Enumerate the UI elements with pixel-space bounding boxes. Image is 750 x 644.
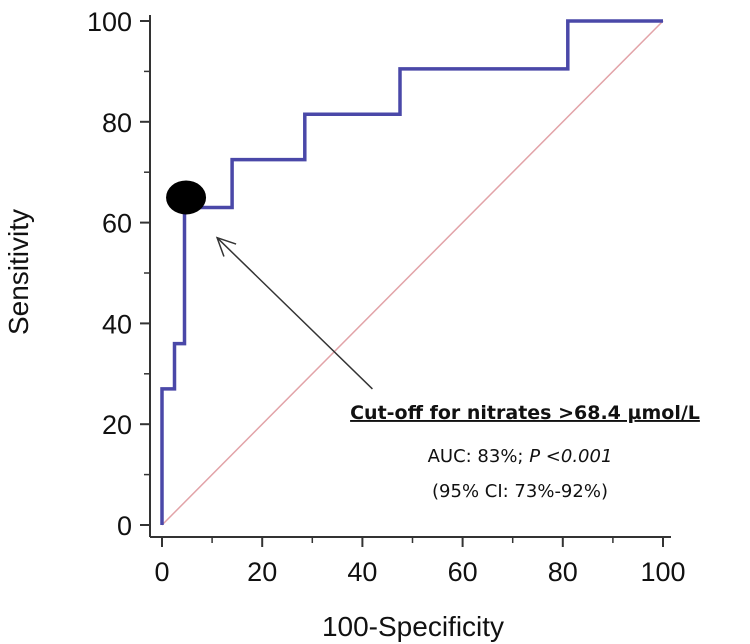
x-tick-label: 20 [247, 557, 277, 587]
annotation-arrow-line [216, 237, 373, 390]
cutoff-marker [166, 180, 207, 215]
y-tick-label: 100 [87, 7, 132, 37]
y-tick-label: 20 [102, 410, 132, 440]
y-axis-title: Sensitivity [3, 209, 34, 335]
annotation-arrow-head [215, 236, 237, 257]
auc-annotation: AUC: 83%; P <0.001 [428, 446, 613, 467]
y-tick-label: 60 [102, 209, 132, 239]
y-tick-label: 40 [102, 309, 132, 339]
x-tick-label: 80 [548, 557, 578, 587]
x-tick-label: 0 [154, 557, 169, 587]
plot-area [160, 19, 664, 526]
x-tick-label: 100 [640, 557, 685, 587]
y-tick-label: 80 [102, 108, 132, 138]
cutoff-annotation-title: Cut-off for nitrates >68.4 µmol/L [350, 402, 700, 424]
roc-curve-line [160, 19, 663, 525]
ci-annotation: (95% CI: 73%-92%) [432, 481, 608, 502]
x-axis: 0 20 40 60 80 100 [150, 536, 686, 587]
x-tick-label: 40 [347, 557, 377, 587]
y-axis: 0 20 40 60 80 100 [87, 7, 151, 541]
x-tick-label: 60 [448, 557, 478, 587]
x-axis-title: 100-Specificity [322, 611, 504, 642]
y-tick-label: 0 [117, 511, 132, 541]
p-value: P <0.001 [529, 446, 612, 467]
auc-value: AUC: 83%; [428, 446, 530, 467]
reference-diagonal-line [161, 20, 664, 526]
